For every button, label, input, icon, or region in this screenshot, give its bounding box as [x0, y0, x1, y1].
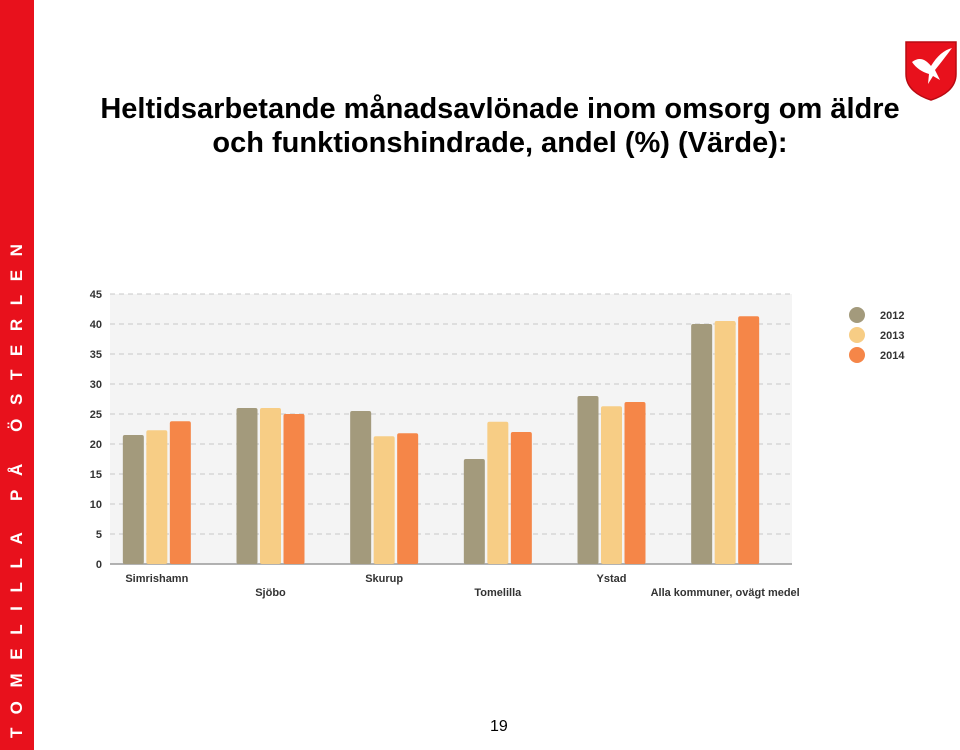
x-tick-label: Tomelilla	[474, 587, 522, 599]
bar-2012	[122, 435, 144, 564]
title-line-1: Heltidsarbetande månadsavlönade inom oms…	[100, 93, 900, 125]
bar-2012	[577, 396, 599, 564]
x-tick-label: Simrishamn	[125, 573, 188, 585]
bar-2013	[487, 421, 509, 564]
y-tick-label: 25	[90, 409, 102, 421]
y-tick-label: 10	[90, 499, 102, 511]
y-tick-label: 20	[90, 439, 102, 451]
legend-swatch-2012	[849, 307, 865, 323]
side-banner-text: TOMELILLA PÅ ÖSTERLEN	[7, 230, 26, 738]
y-tick-label: 35	[90, 349, 102, 361]
bar-2013	[714, 321, 736, 564]
y-tick-label: 40	[90, 319, 102, 331]
bar-2013	[373, 436, 395, 564]
legend-swatch-2014	[849, 347, 865, 363]
plot-background	[110, 294, 792, 564]
bar-2014	[624, 402, 646, 564]
bar-2013	[601, 406, 622, 564]
bar-chart: 0 5 10 15 20 25 30 35 40 45 Simrishamn Sjöbo Skurup T…	[90, 289, 906, 599]
bar-2014	[169, 421, 191, 564]
side-banner: TOMELILLA PÅ ÖSTERLEN	[0, 0, 34, 750]
bar-2014	[397, 433, 419, 564]
x-tick-label: Skurup	[365, 573, 403, 585]
y-tick-label: 15	[90, 469, 102, 481]
legend-label: 2012	[880, 310, 904, 322]
y-tick-label: 5	[96, 529, 102, 541]
page-title: Heltidsarbetande månadsavlönade inom oms…	[60, 92, 940, 160]
y-tick-label: 30	[90, 379, 102, 391]
municipality-crest-icon	[905, 41, 957, 101]
bar-2013	[146, 430, 168, 564]
legend-swatch-2013	[849, 327, 865, 343]
bar-2012	[350, 411, 372, 564]
bar-2014	[283, 414, 305, 564]
title-line-2: och funktionshindrade, andel (%) (Värde)…	[212, 127, 788, 159]
page-number: 19	[490, 718, 508, 735]
bar-2012	[691, 324, 713, 564]
bar-2012	[463, 459, 485, 564]
bar-2014	[738, 316, 760, 564]
bar-2013	[260, 408, 281, 564]
legend-label: 2014	[880, 350, 905, 362]
bar-2012	[236, 408, 258, 564]
x-tick-label: Alla kommuner, ovägt medel	[651, 587, 800, 599]
legend-label: 2013	[880, 330, 904, 342]
x-tick-label: Sjöbo	[255, 587, 286, 599]
y-tick-label: 45	[90, 289, 102, 301]
x-tick-label: Ystad	[597, 573, 627, 585]
bar-2014	[510, 432, 532, 564]
y-tick-label: 0	[96, 559, 102, 571]
